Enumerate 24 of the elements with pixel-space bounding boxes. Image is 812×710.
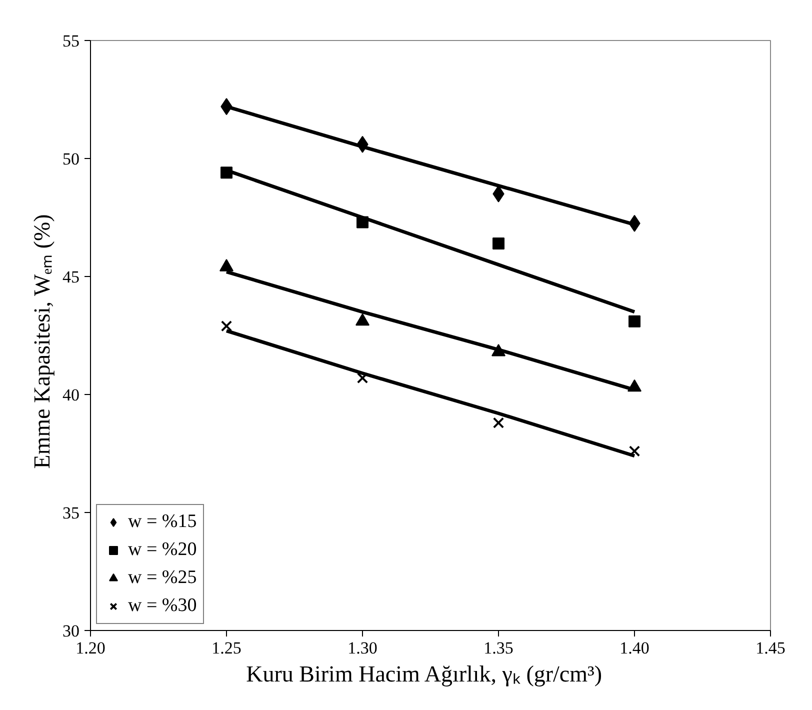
x-tick-label: 1.35 — [484, 638, 514, 658]
y-tick-label: 35 — [62, 504, 80, 522]
point — [628, 446, 640, 457]
y-tick-label: 55 — [62, 32, 80, 50]
x-tick-label: 1.25 — [212, 638, 242, 658]
x-tick-label: 1.30 — [348, 638, 378, 658]
legend-label: w = %20 — [128, 539, 197, 561]
legend-label: w = %15 — [128, 511, 197, 533]
y-axis-title: Emme Kapasitesi, Wₑₘ (%) — [30, 214, 54, 469]
y-tick-label: 40 — [62, 386, 80, 404]
point — [220, 320, 232, 332]
legend-label: w = %30 — [128, 595, 197, 617]
point — [492, 237, 504, 250]
x-tick-label: 1.20 — [76, 638, 106, 658]
point — [492, 417, 504, 428]
x-tick-label: 1.40 — [620, 638, 650, 658]
y-tick-label: 30 — [62, 622, 80, 640]
y-tick-label: 50 — [62, 150, 80, 168]
x-tick-label: 1.45 — [756, 638, 786, 658]
x-axis-title: Kuru Birim Hacim Ağırlık, γₖ (gr/cm³) — [246, 662, 602, 686]
legend-label: w = %25 — [128, 567, 197, 589]
y-tick-label: 45 — [62, 268, 80, 286]
point — [356, 372, 368, 384]
point — [628, 315, 640, 328]
